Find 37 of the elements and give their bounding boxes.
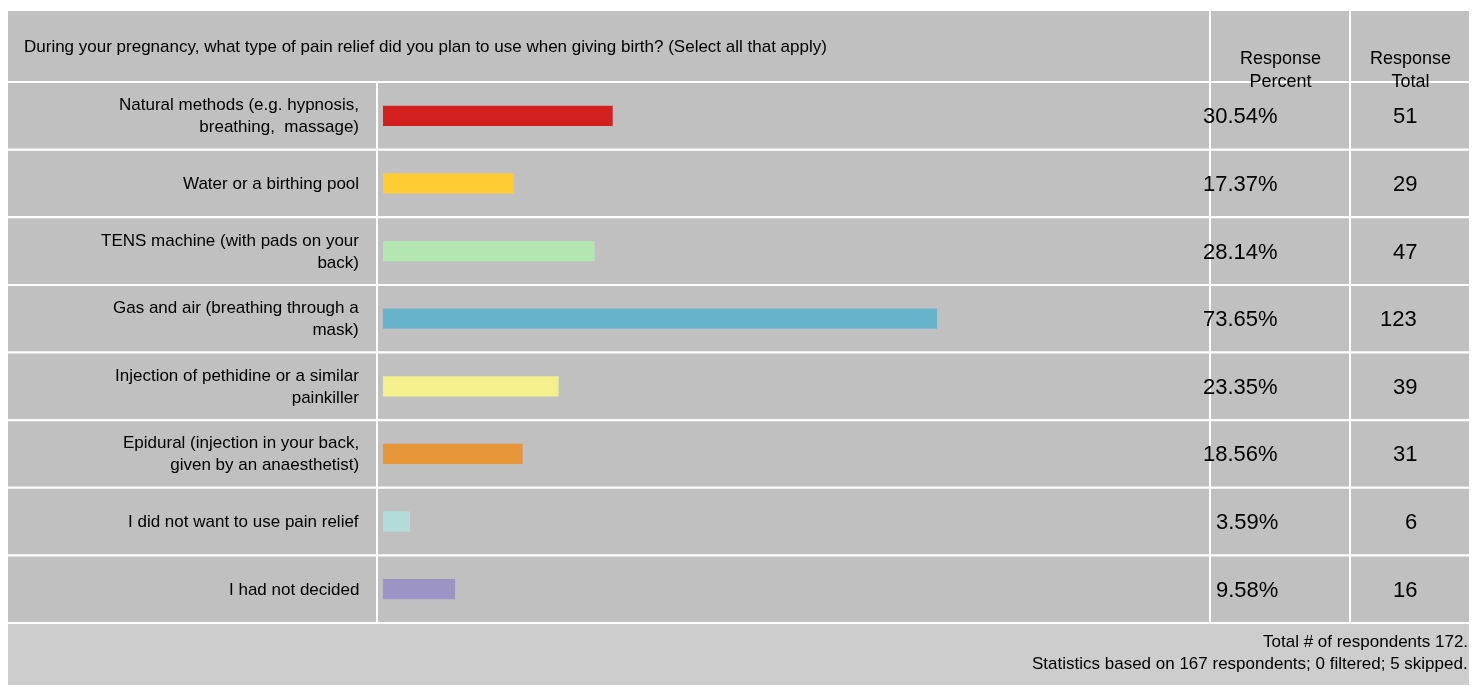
- bar: [383, 376, 559, 397]
- text: 47: [1393, 239, 1418, 264]
- data-label: 18.56%: [1203, 441, 1278, 466]
- text: 39: [1393, 374, 1418, 399]
- data-label: 23.35%: [1203, 374, 1278, 399]
- bar: [383, 443, 523, 465]
- y-tick-label: TENS machine (with pads on your back): [101, 231, 360, 273]
- data-label: 28.14%: [1203, 239, 1278, 264]
- bar: [383, 240, 595, 262]
- y-tick-label: Epidural (injection in your back, given by an anaesthetist): [123, 433, 360, 475]
- bar: [383, 308, 937, 329]
- text: 29: [1393, 171, 1418, 196]
- text: 6: [1405, 509, 1418, 534]
- text: 31: [1393, 441, 1418, 466]
- data-label: 17.37%: [1203, 171, 1278, 196]
- bar: [383, 579, 456, 600]
- y-tick-label: Natural methods (e.g. hypnosis, breathing, massage): [119, 95, 360, 137]
- bar: [383, 511, 410, 532]
- y-tick-label: Gas and air (breathing through a mask): [113, 298, 360, 340]
- text: Total # of respondents 172.: [1263, 632, 1469, 651]
- chart-title: During your pregnancy, what type of pain relief did you plan to use when giving birth? (Select all that apply): [24, 37, 827, 56]
- text: Statistics based on 167 respondents; 0 filtered; 5 skipped.: [1032, 654, 1468, 673]
- data-label: 3.59%: [1216, 509, 1279, 534]
- data-label: 73.65%: [1203, 306, 1278, 331]
- text: Response Total: [1370, 48, 1452, 92]
- y-tick-label: I had not decided: [229, 580, 360, 599]
- bar: [383, 105, 613, 126]
- text: 51: [1393, 103, 1418, 128]
- y-tick-label: Water or a birthing pool: [183, 174, 360, 193]
- y-tick-label: I did not want to use pain relief: [128, 512, 359, 531]
- text: 123: [1380, 306, 1417, 331]
- y-tick-label: Injection of pethidine or a similar painkiller: [115, 366, 360, 408]
- data-label: 30.54%: [1203, 103, 1278, 128]
- text: Response Percent: [1240, 48, 1322, 92]
- data-label: 9.58%: [1216, 577, 1279, 602]
- text: 16: [1393, 577, 1418, 602]
- bar: [383, 173, 514, 194]
